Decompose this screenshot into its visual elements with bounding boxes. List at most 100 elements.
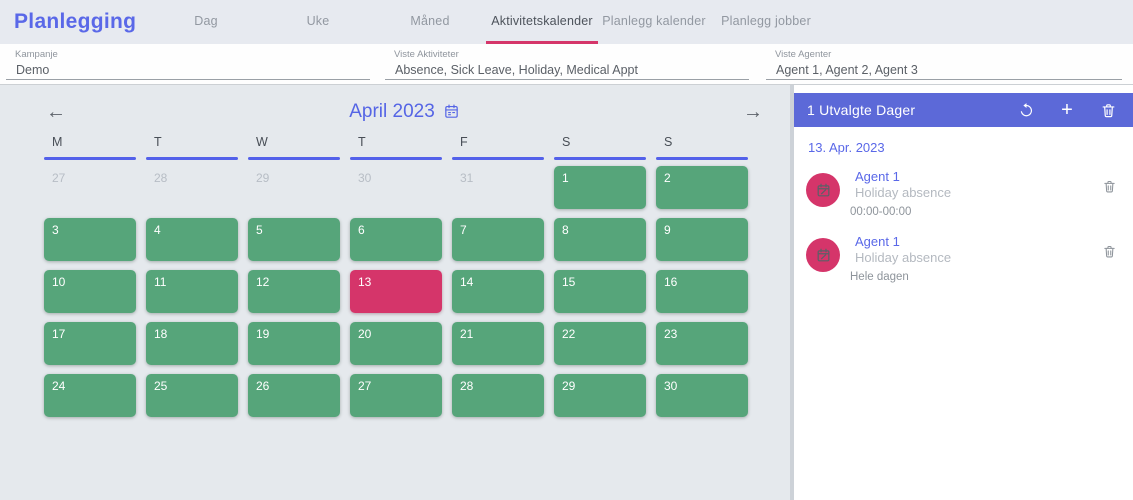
- next-month-arrow-icon[interactable]: →: [743, 100, 763, 123]
- day-cell[interactable]: 30: [656, 374, 748, 417]
- nav-tab[interactable]: Planlegg kalender: [598, 0, 710, 44]
- activity-label: Holiday absence: [855, 185, 952, 200]
- filter-field-value[interactable]: Agent 1, Agent 2, Agent 3: [776, 63, 918, 77]
- weekday-underline: [656, 157, 748, 160]
- day-cell[interactable]: 27: [44, 166, 136, 209]
- entry-delete-icon[interactable]: [1102, 244, 1117, 262]
- selected-date-label: 13. Apr. 2023: [808, 140, 885, 155]
- add-icon[interactable]: +: [1056, 99, 1078, 121]
- day-cell[interactable]: 16: [656, 270, 748, 313]
- day-cell[interactable]: 5: [248, 218, 340, 261]
- day-cell[interactable]: 28: [452, 374, 544, 417]
- day-cell[interactable]: 20: [350, 322, 442, 365]
- weekday-column-header: S: [554, 135, 646, 160]
- calendar-title: April 2023: [66, 101, 743, 123]
- day-number: 1: [562, 171, 569, 185]
- day-cell[interactable]: 31: [452, 166, 544, 209]
- day-number: 13: [358, 275, 372, 289]
- day-cell[interactable]: 19: [248, 322, 340, 365]
- activity-entry[interactable]: Agent 1 Holiday absence 00:00-00:00: [794, 163, 1133, 228]
- activity-entry[interactable]: Agent 1 Holiday absence Hele dagen: [794, 228, 1133, 293]
- day-cell[interactable]: 29: [554, 374, 646, 417]
- day-cell[interactable]: 9: [656, 218, 748, 261]
- day-cell[interactable]: 7: [452, 218, 544, 261]
- weekday-underline: [350, 157, 442, 160]
- day-number: 28: [154, 171, 168, 185]
- weekday-column-header: W: [248, 135, 340, 160]
- activity-label: Holiday absence: [855, 250, 952, 265]
- filter-field-value[interactable]: Demo: [16, 63, 50, 77]
- agent-link[interactable]: Agent 1: [855, 169, 900, 184]
- day-number: 22: [562, 327, 576, 341]
- day-cell[interactable]: 6: [350, 218, 442, 261]
- weekday-letter: W: [256, 135, 268, 149]
- day-number: 8: [562, 223, 569, 237]
- day-number: 9: [664, 223, 671, 237]
- day-cell[interactable]: 15: [554, 270, 646, 313]
- day-cell[interactable]: 28: [146, 166, 238, 209]
- day-number: 21: [460, 327, 474, 341]
- day-cell[interactable]: 3: [44, 218, 136, 261]
- entry-delete-icon[interactable]: [1102, 179, 1117, 197]
- day-number: 16: [664, 275, 678, 289]
- day-cell[interactable]: 1: [554, 166, 646, 209]
- filter-bar: Kampanje Demo Viste Aktiviteter Absence,…: [0, 44, 1133, 85]
- day-cell[interactable]: 13: [350, 270, 442, 313]
- panel-title: 1 Utvalgte Dager: [807, 102, 916, 118]
- weekday-underline: [248, 157, 340, 160]
- day-number: 18: [154, 327, 168, 341]
- nav-tab[interactable]: Dag: [150, 0, 262, 44]
- day-cell[interactable]: 29: [248, 166, 340, 209]
- day-cell[interactable]: 4: [146, 218, 238, 261]
- weekday-letter: F: [460, 135, 468, 149]
- day-number: 4: [154, 223, 161, 237]
- delete-icon[interactable]: [1097, 99, 1119, 121]
- day-cell[interactable]: 10: [44, 270, 136, 313]
- day-number: 29: [256, 171, 270, 185]
- weekday-column-header: T: [146, 135, 238, 160]
- filter-field[interactable]: Kampanje Demo: [6, 44, 370, 84]
- app-title: Planlegging: [14, 10, 137, 33]
- entry-time-label: 00:00-00:00: [850, 206, 912, 218]
- prev-month-arrow-icon[interactable]: ←: [46, 100, 66, 123]
- day-cell[interactable]: 27: [350, 374, 442, 417]
- day-cell[interactable]: 22: [554, 322, 646, 365]
- calendar-days-grid: 27 28 29 30 31: [44, 166, 790, 417]
- calendar-header: ← April 2023 →: [0, 85, 790, 125]
- nav-tab[interactable]: Uke: [262, 0, 374, 44]
- weekday-column-header: S: [656, 135, 748, 160]
- filter-field-value[interactable]: Absence, Sick Leave, Holiday, Medical Ap…: [395, 63, 638, 77]
- day-cell[interactable]: 26: [248, 374, 340, 417]
- day-number: 10: [52, 275, 66, 289]
- day-cell[interactable]: 21: [452, 322, 544, 365]
- day-cell[interactable]: 8: [554, 218, 646, 261]
- day-cell[interactable]: 24: [44, 374, 136, 417]
- weekday-underline: [452, 157, 544, 160]
- weekday-column-header: F: [452, 135, 544, 160]
- day-cell[interactable]: 18: [146, 322, 238, 365]
- day-cell[interactable]: 17: [44, 322, 136, 365]
- filter-field-label: Kampanje: [15, 49, 58, 60]
- day-cell[interactable]: 23: [656, 322, 748, 365]
- day-cell[interactable]: 2: [656, 166, 748, 209]
- day-cell[interactable]: 25: [146, 374, 238, 417]
- day-cell[interactable]: 12: [248, 270, 340, 313]
- day-cell[interactable]: 14: [452, 270, 544, 313]
- entry-list: Agent 1 Holiday absence 00:00-00:00: [794, 163, 1133, 293]
- day-number: 29: [562, 379, 576, 393]
- nav-tab[interactable]: Aktivitetskalender: [486, 0, 598, 44]
- filter-field-underline: [6, 79, 370, 80]
- day-cell[interactable]: 30: [350, 166, 442, 209]
- agent-link[interactable]: Agent 1: [855, 234, 900, 249]
- calendar-icon[interactable]: [443, 103, 460, 120]
- filter-field[interactable]: Viste Agenter Agent 1, Agent 2, Agent 3: [766, 44, 1122, 84]
- day-number: 17: [52, 327, 66, 341]
- nav-tabs: Dag Uke Måned Aktivitetskalender Planleg…: [150, 0, 822, 44]
- day-number: 20: [358, 327, 372, 341]
- day-cell[interactable]: 11: [146, 270, 238, 313]
- undo-icon[interactable]: [1015, 99, 1037, 121]
- nav-tab[interactable]: Planlegg jobber: [710, 0, 822, 44]
- filter-field[interactable]: Viste Aktiviteter Absence, Sick Leave, H…: [385, 44, 749, 84]
- nav-tab[interactable]: Måned: [374, 0, 486, 44]
